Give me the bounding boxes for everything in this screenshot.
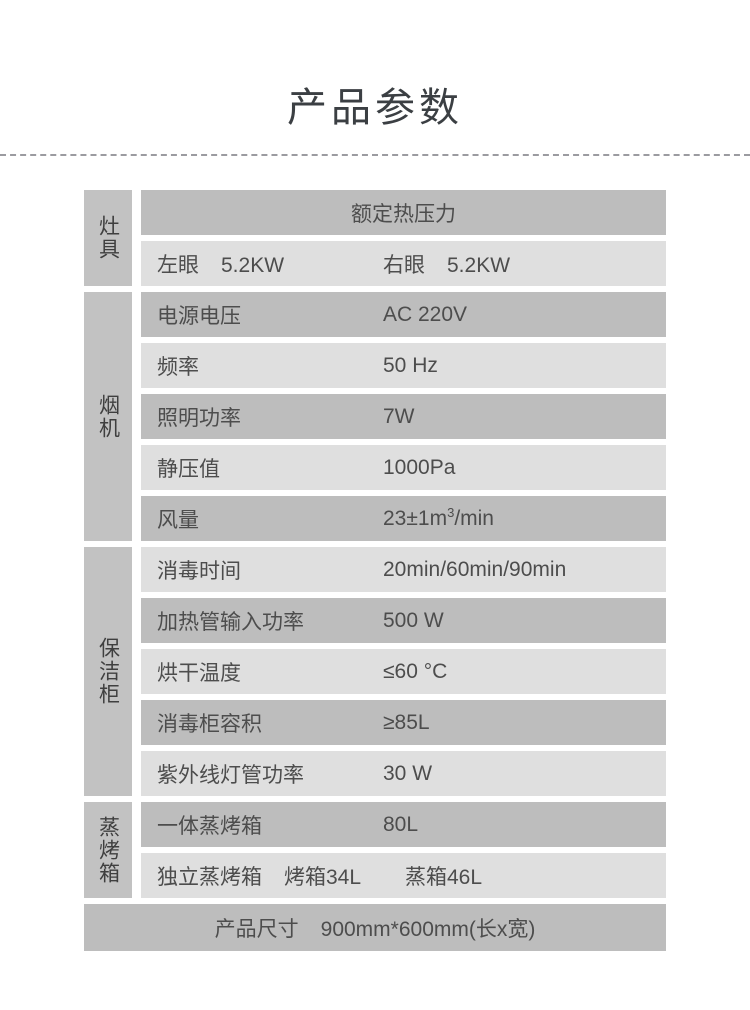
spec-row-value: 50 Hz — [383, 353, 438, 377]
spec-row-value: 500 W — [383, 608, 444, 632]
spec-table: 灶具 额定热压力左眼 5.2KW 右眼 5.2KW 烟机 电源电压 AC 220V 频率 50 H… — [84, 190, 666, 951]
spec-row-value: 1000Pa — [383, 455, 456, 479]
spec-value-suffix: /min — [454, 506, 494, 530]
spec-row-label: 风量 — [157, 508, 199, 532]
spec-row-value: 23±1m3/min — [383, 504, 666, 531]
product-dimension-row: 产品尺寸 900mm*600mm(长x宽) — [84, 904, 666, 951]
spec-row-value: 80L — [383, 812, 419, 836]
spec-row-label: 加热管输入功率 — [157, 610, 304, 634]
spec-row-label: 电源电压 — [157, 304, 241, 328]
title-divider — [0, 154, 750, 156]
category-label: 保洁柜 — [96, 637, 120, 706]
spec-row: 消毒柜容积 ≥85L — [141, 700, 666, 745]
category-cell: 烟机 — [84, 292, 132, 541]
spec-row: 风量 23±1m3/min — [141, 496, 666, 541]
spec-row-value-secondary: 蒸箱46L — [405, 865, 483, 889]
spec-section: 灶具 额定热压力左眼 5.2KW 右眼 5.2KW — [84, 190, 666, 286]
spec-row-value: 30 W — [383, 761, 433, 785]
spec-row-label: 消毒时间 — [157, 559, 241, 583]
spec-row: 左眼 5.2KW 右眼 5.2KW — [141, 241, 666, 286]
category-label: 烟机 — [96, 393, 120, 440]
spec-row-value: AC 220V — [383, 302, 468, 326]
spec-row-label: 紫外线灯管功率 — [157, 763, 304, 787]
spec-row-value: 烤箱34L — [284, 865, 362, 889]
spec-row-label: 静压值 — [157, 457, 220, 481]
spec-row-label: 烘干温度 — [157, 661, 241, 685]
spec-row-pair-b: 蒸箱46L — [383, 861, 482, 891]
category-label: 灶具 — [96, 215, 120, 261]
section-rows: 一体蒸烤箱 80L 独立蒸烤箱 烤箱34L 蒸箱46L — [141, 802, 666, 898]
spec-row-pair-a: 左眼 5.2KW — [157, 249, 383, 279]
spec-section: 保洁柜 消毒时间 20min/60min/90min 加热管输入功率 500 W 烘干温度… — [84, 547, 666, 796]
spec-value-superscript: 3 — [447, 504, 455, 520]
section-rows: 消毒时间 20min/60min/90min 加热管输入功率 500 W 烘干温度 ≤60… — [141, 547, 666, 796]
spec-row-heading: 额定热压力 — [351, 202, 456, 226]
spec-row: 消毒时间 20min/60min/90min — [141, 547, 666, 592]
spec-row-value: 5.2KW — [221, 253, 285, 277]
product-dimension-value: 900mm*600mm(长x宽) — [320, 917, 536, 941]
spec-row-value-secondary: 5.2KW — [447, 253, 511, 277]
spec-row-label-secondary: 右眼 — [383, 253, 425, 277]
spec-row: 独立蒸烤箱 烤箱34L 蒸箱46L — [141, 853, 666, 898]
spec-row-label: 消毒柜容积 — [157, 712, 262, 736]
spec-row: 紫外线灯管功率 30 W — [141, 751, 666, 796]
spec-row-value: ≥85L — [383, 710, 430, 734]
spec-row: 加热管输入功率 500 W — [141, 598, 666, 643]
spec-row-label: 频率 — [157, 355, 199, 379]
spec-row: 电源电压 AC 220V — [141, 292, 666, 337]
page-title: 产品参数 — [287, 86, 463, 130]
spec-section: 蒸烤箱 一体蒸烤箱 80L 独立蒸烤箱 烤箱34L 蒸箱46L — [84, 802, 666, 898]
spec-row-value: ≤60 °C — [383, 659, 448, 683]
spec-row-value: 7W — [383, 404, 415, 428]
spec-section: 烟机 电源电压 AC 220V 频率 50 Hz 照明功率 7W 静压值 1000Pa 风量 23±… — [84, 292, 666, 541]
spec-row-label: 独立蒸烤箱 — [157, 865, 262, 889]
product-dimension-label: 产品尺寸 — [214, 917, 299, 941]
title-block: 产品参数 — [0, 0, 750, 132]
category-cell: 保洁柜 — [84, 547, 132, 796]
spec-row: 额定热压力 — [141, 190, 666, 235]
category-label: 蒸烤箱 — [96, 815, 120, 885]
spec-row-label: 照明功率 — [157, 406, 241, 430]
spec-row: 频率 50 Hz — [141, 343, 666, 388]
spec-value-prefix: 23±1m — [383, 506, 448, 530]
category-cell: 灶具 — [84, 190, 132, 286]
spec-row-pair-b: 右眼 5.2KW — [383, 249, 510, 279]
spec-row: 照明功率 7W — [141, 394, 666, 439]
spec-row-label: 左眼 — [157, 253, 199, 277]
spec-row: 烘干温度 ≤60 °C — [141, 649, 666, 694]
spec-row: 一体蒸烤箱 80L — [141, 802, 666, 847]
section-rows: 额定热压力左眼 5.2KW 右眼 5.2KW — [141, 190, 666, 286]
spec-row-label: 一体蒸烤箱 — [157, 814, 262, 838]
section-rows: 电源电压 AC 220V 频率 50 Hz 照明功率 7W 静压值 1000Pa 风量 23±1m… — [141, 292, 666, 541]
category-cell: 蒸烤箱 — [84, 802, 132, 898]
spec-row-pair-a: 独立蒸烤箱 烤箱34L — [157, 861, 383, 891]
spec-row: 静压值 1000Pa — [141, 445, 666, 490]
spec-row-value: 20min/60min/90min — [383, 557, 567, 581]
